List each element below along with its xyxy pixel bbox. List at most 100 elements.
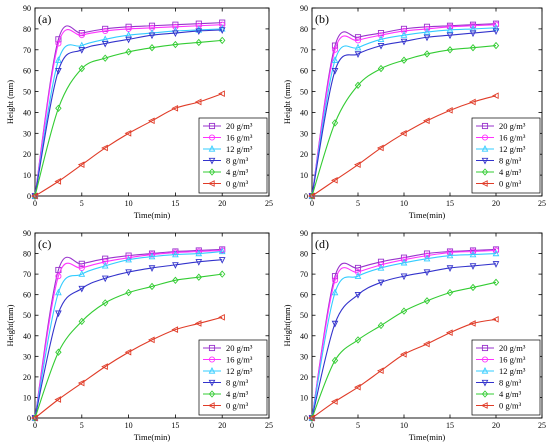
y-tick-label: 20 (300, 150, 308, 159)
legend-marker (481, 134, 489, 141)
x-tick-label: 0 (33, 421, 37, 430)
data-point (307, 192, 315, 200)
x-tick-label: 25 (265, 199, 273, 208)
data-point (422, 117, 430, 125)
legend-marker (481, 344, 489, 352)
series-4 (308, 261, 500, 423)
legend-label: 12 g/m³ (226, 366, 253, 376)
y-tick-label: 10 (23, 171, 31, 180)
data-point (492, 21, 500, 28)
data-point (55, 104, 62, 112)
series-line (311, 95, 497, 197)
data-point (446, 46, 454, 54)
data-point (148, 32, 156, 40)
data-point (78, 32, 85, 39)
data-point (492, 247, 500, 254)
panel-label: (c) (38, 237, 51, 251)
data-point (423, 269, 431, 277)
data-point (195, 38, 202, 47)
data-point (354, 37, 362, 44)
legend-label: 16 g/m³ (499, 355, 526, 365)
data-point (125, 36, 132, 44)
x-tick-label: 20 (492, 199, 500, 208)
chart-panel-2: 0 5 10 15 20 25 0 10 20 30 40 50 60 70 80 90 Time(min) He… (282, 4, 546, 220)
data-point (330, 177, 338, 184)
y-tick-label: 40 (23, 332, 31, 341)
data-point (102, 27, 109, 35)
x-tick-label: 5 (80, 421, 84, 430)
data-point (446, 32, 454, 40)
legend-label: 16 g/m³ (499, 133, 526, 143)
series-line (311, 248, 497, 419)
x-tick-label: 10 (125, 421, 133, 430)
data-point (194, 98, 202, 106)
y-tick-label: 60 (300, 67, 308, 76)
x-tick-label: 0 (310, 421, 314, 430)
legend-marker (208, 122, 216, 130)
data-point (377, 35, 385, 42)
data-point (172, 40, 179, 49)
series-line (34, 273, 223, 419)
legend-box (198, 339, 268, 416)
series-6 (307, 316, 499, 422)
data-point (148, 44, 156, 52)
legend-label: 0 g/m³ (226, 179, 249, 189)
y-axis-title: Height (mm) (5, 80, 15, 124)
series-1 (31, 246, 226, 422)
data-point (399, 130, 407, 137)
data-point (469, 44, 477, 52)
legend-label: 4 g/m³ (499, 167, 522, 177)
data-point (423, 50, 431, 58)
data-point (492, 28, 500, 35)
data-point (307, 414, 315, 422)
data-point (331, 320, 339, 328)
data-point (331, 356, 339, 365)
legend-marker (208, 379, 216, 387)
data-point (101, 363, 108, 370)
data-point (148, 252, 156, 260)
legend-marker (208, 356, 216, 363)
legend-label: 8 g/m³ (499, 378, 522, 388)
data-point (422, 340, 430, 348)
data-point (492, 249, 500, 257)
y-tick-label: 60 (300, 291, 308, 300)
plot-frame (34, 232, 270, 419)
data-point (194, 320, 202, 327)
y-axis-title: Height (mm) (282, 80, 292, 124)
data-point (469, 263, 477, 270)
data-point (195, 273, 202, 281)
y-tick-label: 70 (300, 270, 308, 279)
data-point (400, 38, 408, 46)
data-point (354, 51, 362, 58)
legend-marker (208, 157, 216, 165)
series-line (311, 27, 497, 197)
data-point (353, 383, 361, 391)
data-point (172, 30, 179, 38)
y-tick-label: 50 (300, 88, 308, 97)
data-point (446, 25, 454, 33)
x-axis-title: Time(min) (134, 210, 171, 220)
y-axis-title: Height(mm) (5, 304, 15, 346)
data-point (172, 262, 179, 269)
y-tick-label: 90 (23, 229, 31, 238)
data-point (218, 90, 225, 97)
data-point (125, 288, 132, 297)
y-tick-label: 60 (23, 291, 31, 300)
data-point (78, 260, 85, 267)
legend-label: 20 g/m³ (499, 121, 526, 131)
data-point (354, 81, 362, 89)
legend-marker (480, 402, 488, 409)
series-line (34, 250, 223, 419)
data-point (353, 161, 361, 168)
y-tick-label: 30 (23, 352, 31, 361)
data-point (55, 288, 62, 296)
data-point (148, 282, 156, 291)
data-point (331, 288, 339, 296)
legend-label: 8 g/m³ (499, 156, 522, 166)
data-point (377, 279, 385, 287)
legend-marker (481, 366, 489, 374)
data-point (399, 350, 407, 358)
data-point (78, 317, 85, 326)
series-line (34, 259, 223, 419)
